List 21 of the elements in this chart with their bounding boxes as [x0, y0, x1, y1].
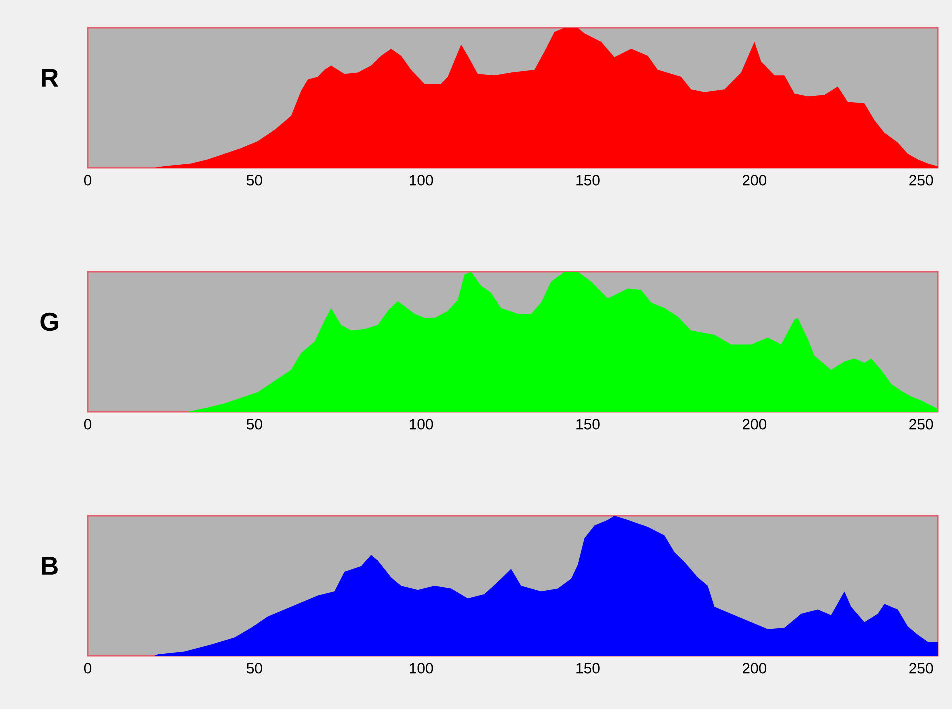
- x-tick-label: 250: [910, 419, 934, 430]
- x-tick-label: 150: [576, 175, 600, 186]
- x-tick-label: 0: [84, 175, 92, 186]
- x-tick-label: 250: [910, 175, 934, 186]
- text: R: [42, 69, 59, 87]
- x-tick-label: 150: [576, 663, 600, 674]
- x-tick-label: 50: [246, 175, 262, 186]
- x-tick-label: 250: [910, 663, 934, 674]
- x-tick-label: 0: [84, 663, 92, 674]
- x-tick-label: 0: [84, 419, 92, 430]
- x-tick-label: 200: [742, 175, 767, 186]
- x-tick-label: 150: [576, 419, 600, 430]
- x-tick-label: 100: [410, 663, 434, 674]
- text: B: [42, 557, 58, 575]
- x-tick-label: 100: [410, 175, 434, 186]
- text: G: [40, 312, 58, 332]
- x-tick-label: 200: [742, 663, 767, 674]
- x-tick-label: 50: [246, 663, 262, 674]
- x-tick-label: 100: [410, 419, 434, 430]
- x-tick-label: 200: [742, 419, 767, 430]
- x-tick-label: 50: [246, 419, 262, 430]
